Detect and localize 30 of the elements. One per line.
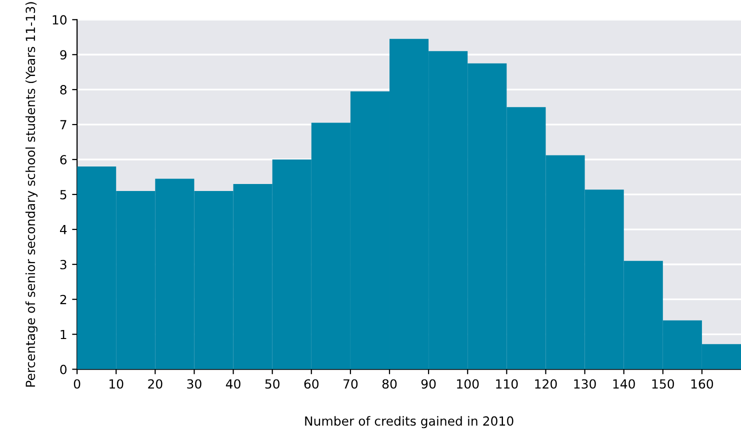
y-tick-label: 1 [60,330,66,340]
y-tick-label: 9 [60,50,66,60]
y-axis-title: Percentage of senior secondary school students (Years 11-13) [25,2,38,387]
x-tick-label: 130 [574,379,596,389]
x-axis-title: Number of credits gained in 2010 [305,416,514,428]
x-tick-label: 50 [265,379,280,389]
x-tick-label: 140 [613,379,635,389]
x-tick-label: 60 [304,379,319,389]
y-tick-label: 2 [60,294,66,304]
y-tick-label: 8 [60,85,66,95]
x-tick-label: 40 [226,379,240,389]
x-tick-label: 10 [110,379,124,389]
y-tick-label: 5 [60,190,66,200]
x-tick-label: 30 [187,379,202,389]
y-tick-label: 7 [60,120,66,130]
x-tick-label: 70 [344,379,358,389]
x-tick-label: 90 [421,379,436,389]
x-tick-label: 0 [74,379,80,389]
x-tick-label: 120 [535,379,557,389]
x-tick-label: 20 [148,379,162,389]
y-tick-label: 0 [60,364,67,374]
x-tick-label: 80 [382,379,397,389]
y-tick-label: 10 [52,15,67,25]
x-tick-label: 110 [496,379,518,389]
y-tick-label: 6 [60,154,67,164]
x-tick-label: 150 [652,379,674,389]
x-tick-label: 160 [691,379,714,389]
y-tick-label: 3 [60,260,66,270]
y-tick-label: 4 [60,225,67,234]
x-tick-label: 100 [457,379,479,389]
